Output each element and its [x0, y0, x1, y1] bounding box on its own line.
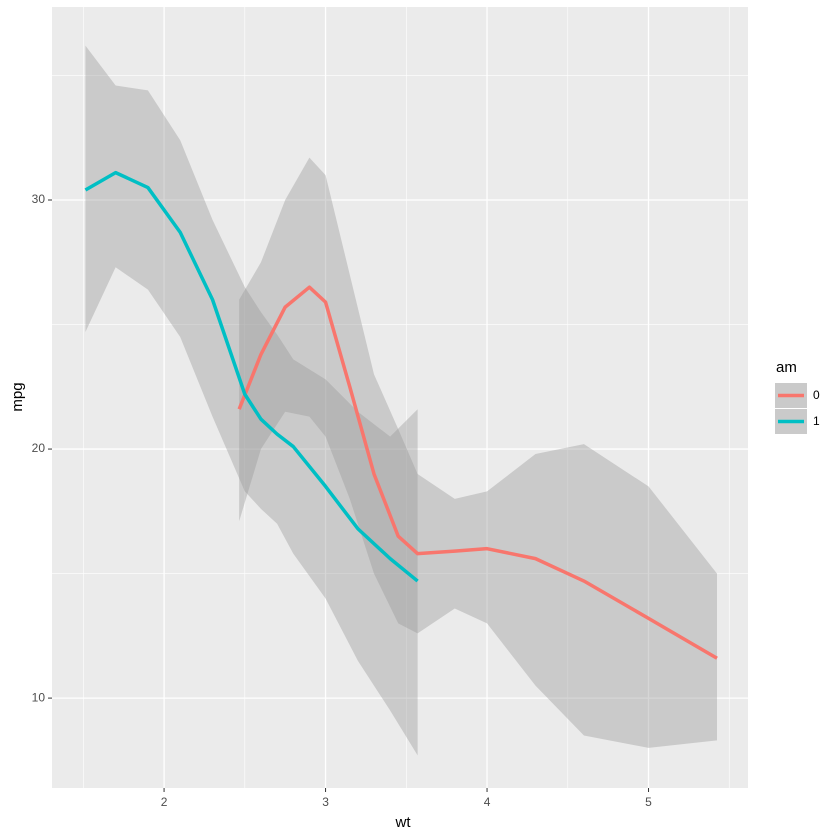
x-tick-label: 4 — [484, 795, 491, 809]
y-axis-title: mpg — [9, 382, 26, 411]
legend-label: 0 — [813, 388, 820, 402]
y-tick-label: 30 — [32, 192, 46, 206]
legend-title: am — [776, 359, 797, 376]
x-tick-label: 5 — [645, 795, 652, 809]
y-tick-label: 20 — [32, 441, 46, 455]
panel — [52, 7, 748, 788]
confidence-band — [85, 45, 418, 756]
x-tick-label: 2 — [161, 795, 168, 809]
x-tick-label: 3 — [322, 795, 329, 809]
x-axis-title: wt — [395, 814, 412, 831]
legend-label: 1 — [813, 414, 820, 428]
smooth-line — [84, 170, 419, 583]
confidence-band — [239, 157, 717, 748]
smooth-line — [237, 285, 718, 660]
y-tick-label: 10 — [32, 690, 46, 704]
